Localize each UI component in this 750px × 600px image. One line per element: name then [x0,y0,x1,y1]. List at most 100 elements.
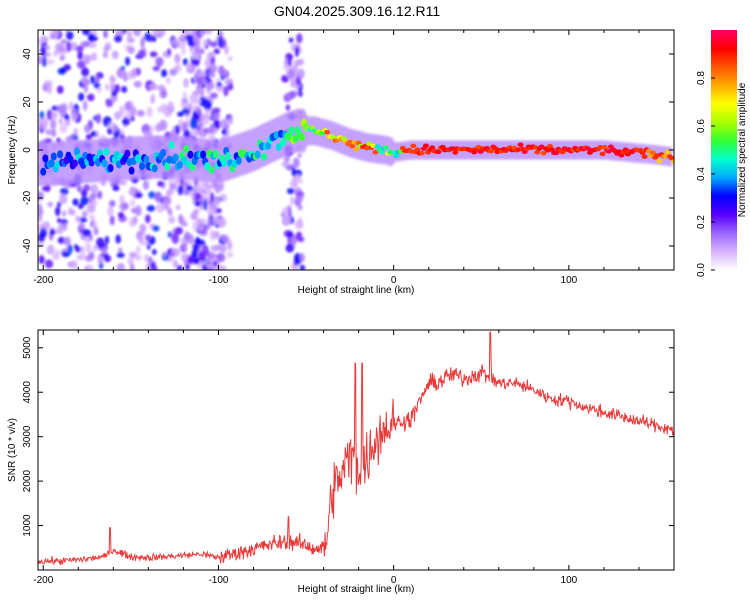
ridge-blob [435,149,442,155]
noise-blob [289,179,298,188]
noise-blob [202,39,209,47]
noise-blob [87,41,97,49]
noise-blob [38,214,43,222]
y-tick-label: 2000 [22,470,33,493]
x-tick: 0 [391,330,397,586]
noise-blob [292,157,300,169]
noise-blob [46,109,53,121]
noise-blob [159,90,168,99]
noise-blob [70,41,78,51]
noise-blob [171,233,180,245]
noise-blob [202,127,210,133]
noise-blob [183,78,189,88]
noise-blob [140,39,145,48]
noise-blob [174,53,181,64]
noise-blob [103,30,108,39]
noise-blob [189,128,198,138]
noise-blob [286,187,295,195]
y-tick-label: -40 [22,238,33,253]
noise-blob [56,217,62,224]
noise-blob [80,245,85,256]
noise-blob [183,121,188,129]
y-tick-label: 20 [22,96,33,108]
x-tick-label: 0 [391,575,397,586]
noise-blob [185,34,194,41]
noise-blob [109,215,115,226]
noise-blob [129,263,135,270]
noise-blob [83,237,90,244]
noise-blob [96,237,105,249]
noise-blob [128,188,136,196]
noise-blob [202,69,207,78]
noise-blob [76,254,86,261]
noise-blob [137,49,146,58]
x-tick: 0 [391,30,397,286]
noise-blob [60,67,66,74]
ridge-blob [288,126,295,135]
noise-blob [63,236,71,246]
ridge-blob [258,142,265,151]
noise-blob [114,83,121,93]
spectrogram-ridge [38,109,674,186]
noise-blob [219,244,227,253]
colorbar-tick: 0.8 [696,71,715,85]
noise-blob [155,202,165,213]
ridge-blob [340,136,347,141]
noise-blob [165,77,171,84]
colorbar-tick-label: 0.0 [696,263,707,277]
ridge-blob [235,156,242,165]
ridge-blob [378,149,385,155]
noise-blob [85,133,92,141]
ridge-blob [349,143,356,149]
noise-blob [169,183,177,190]
ridge-blob [168,140,175,149]
ridge-blob [452,150,459,155]
snr-series-line [38,331,674,566]
noise-blob [176,264,183,270]
noise-blob [75,45,84,53]
noise-blob [177,185,184,196]
noise-blob [58,223,64,230]
noise-blob [73,127,78,137]
noise-blob [169,68,178,76]
noise-blob [77,203,84,210]
noise-blob [180,221,188,227]
noise-blob [77,51,84,60]
noise-blob [185,264,190,270]
noise-blob [213,107,221,114]
noise-blob [120,69,125,79]
ridge-blob [374,144,381,149]
noise-blob [122,117,130,126]
noise-blob [122,202,130,210]
noise-blob [80,196,90,206]
noise-blob [60,38,68,45]
noise-blob [134,254,142,261]
x-tick-label: -100 [208,575,228,586]
noise-blob [44,80,53,87]
noise-blob [205,186,211,196]
ridge-blob [107,164,114,173]
noise-blob [57,236,66,244]
noise-blob [50,119,57,130]
noise-blob [227,55,233,62]
x-tick-label: 100 [561,275,578,286]
colorbar-label: Normalized spectral amplitude [737,82,748,217]
noise-blob [198,183,208,192]
noise-blob [152,30,161,37]
noise-blob [54,206,61,217]
noise-blob [222,234,230,244]
noise-blob [65,41,72,53]
noise-blob [63,64,71,71]
ridge-blob [418,151,425,156]
noise-blob [154,191,162,203]
noise-blob [198,49,205,55]
noise-blob [189,118,198,130]
noise-blob [217,217,227,228]
noise-blob [198,96,208,107]
x-tick-label: 0 [391,275,397,286]
noise-blob [85,242,92,253]
noise-blob [126,30,132,41]
noise-blob [297,204,303,211]
noise-blob [116,252,125,258]
noise-blob [181,108,191,115]
